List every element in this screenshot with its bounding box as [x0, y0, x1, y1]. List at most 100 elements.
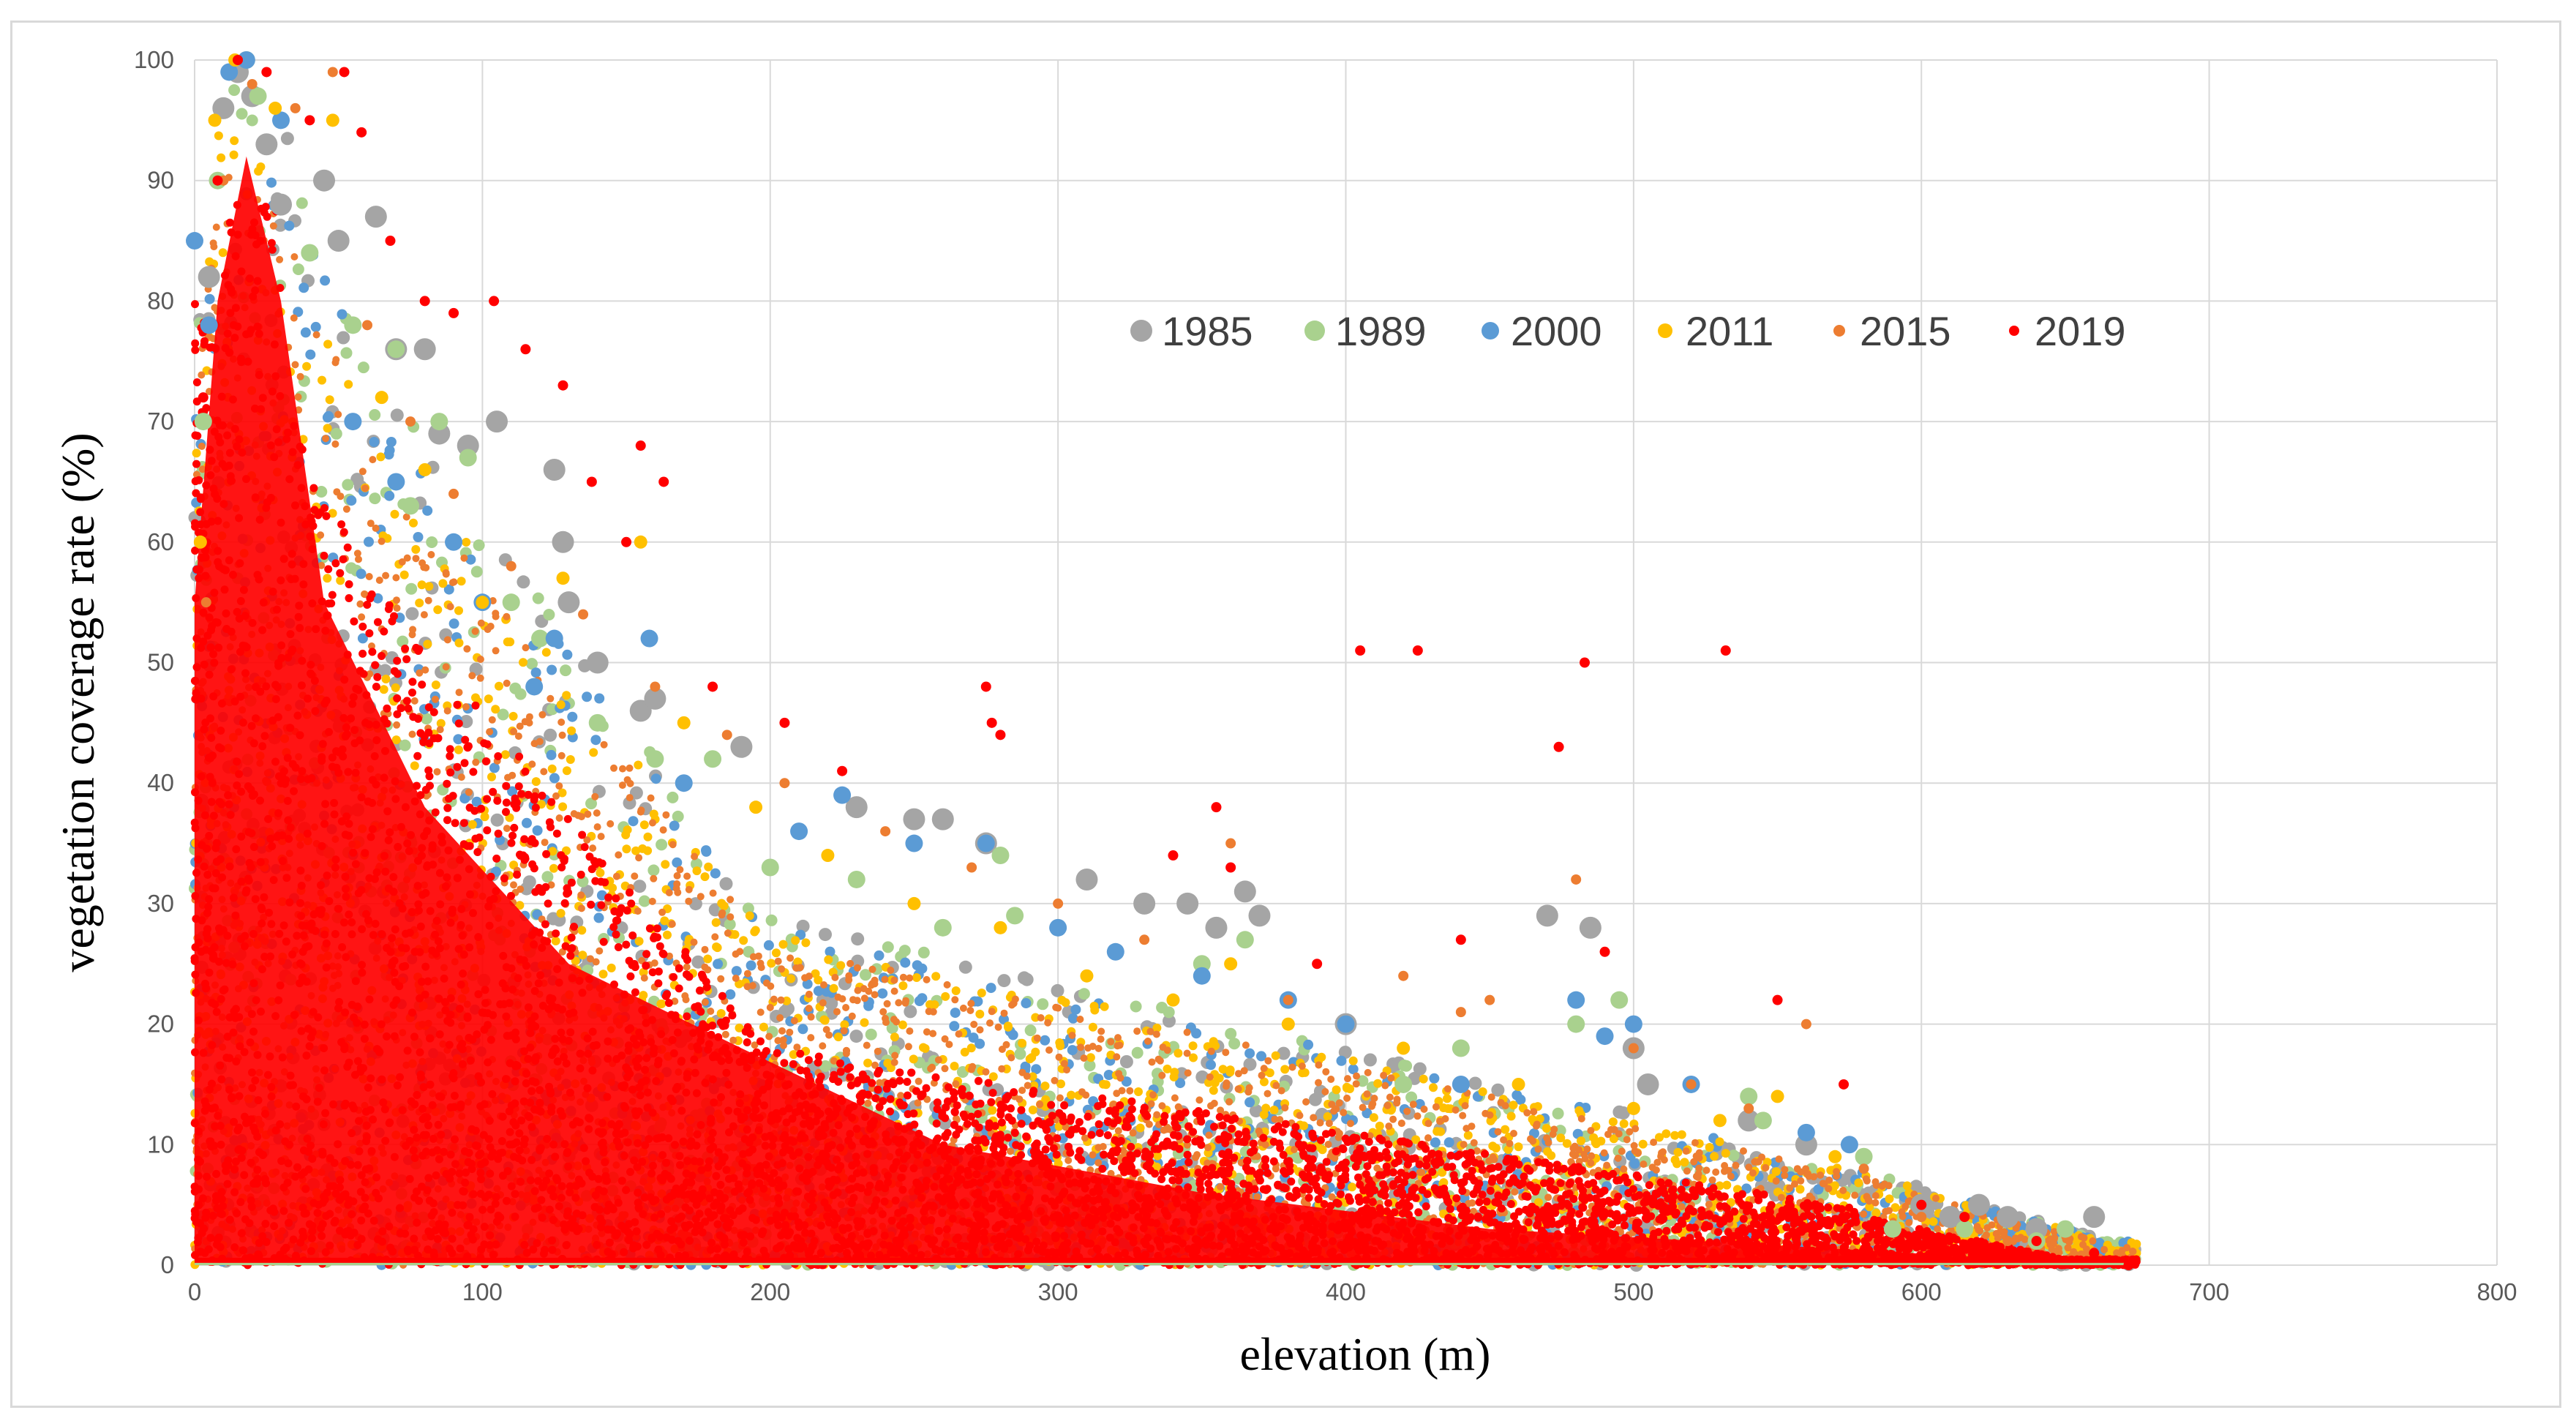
- data-point: [730, 735, 753, 758]
- data-point: [375, 391, 388, 405]
- data-point: [629, 700, 652, 722]
- data-point: [790, 822, 808, 841]
- data-point: [233, 55, 244, 65]
- data-point: [339, 67, 350, 78]
- data-point: [721, 730, 732, 741]
- data-point: [1281, 1017, 1295, 1031]
- data-point: [1225, 862, 1236, 873]
- data-point: [212, 175, 223, 186]
- data-point: [1312, 959, 1323, 970]
- data-point: [1626, 1101, 1640, 1115]
- data-point: [208, 113, 222, 127]
- legend-label: 1985: [1162, 308, 1253, 354]
- data-point: [761, 858, 779, 877]
- data-point: [459, 449, 477, 467]
- data-point: [980, 681, 991, 692]
- data-point: [1049, 918, 1067, 937]
- data-point: [1567, 1015, 1585, 1033]
- data-point: [186, 232, 203, 250]
- data-point: [821, 849, 835, 863]
- legend-item-2011: 2011: [1658, 308, 1773, 354]
- data-point: [1337, 1015, 1355, 1033]
- data-point: [1997, 1206, 2019, 1229]
- data-point: [1567, 991, 1585, 1009]
- data-point: [1637, 1073, 1659, 1095]
- data-point: [977, 834, 995, 852]
- data-point: [1233, 880, 1256, 903]
- data-point: [1394, 1075, 1413, 1093]
- data-point: [531, 629, 549, 648]
- data-point: [387, 473, 405, 491]
- data-point: [1283, 994, 1293, 1005]
- data-point: [1355, 645, 1366, 656]
- data-point: [198, 392, 209, 403]
- dense-red-region: [195, 156, 2129, 1265]
- data-point: [1452, 1039, 1470, 1057]
- data-point: [194, 413, 212, 431]
- data-point: [2089, 1248, 2100, 1259]
- data-point: [1580, 657, 1591, 668]
- data-point: [1553, 741, 1564, 752]
- data-point: [1770, 1090, 1784, 1103]
- data-point: [445, 533, 463, 551]
- data-point: [847, 870, 865, 888]
- data-point: [1455, 1007, 1466, 1018]
- data-point: [704, 750, 722, 768]
- y-tick-label: 0: [161, 1251, 174, 1278]
- data-point: [1053, 898, 1064, 909]
- data-point: [1916, 1212, 1927, 1223]
- data-point: [621, 536, 632, 547]
- data-point: [1797, 1123, 1815, 1141]
- data-point: [934, 918, 952, 937]
- data-point: [326, 113, 339, 127]
- data-point: [586, 651, 609, 674]
- data-point: [2056, 1220, 2074, 1238]
- data-point: [1455, 934, 1466, 945]
- data-point: [675, 774, 693, 792]
- data-point: [779, 778, 790, 789]
- legend-label: 2011: [1686, 308, 1773, 354]
- data-point: [966, 862, 977, 873]
- data-point: [644, 687, 666, 710]
- legend-marker: [1130, 320, 1152, 342]
- y-tick-label: 100: [134, 46, 174, 73]
- series-2015: [200, 67, 2013, 1247]
- data-point: [387, 340, 405, 359]
- data-point: [779, 717, 790, 728]
- data-point: [448, 488, 459, 499]
- legend-marker: [1658, 323, 1672, 338]
- data-point: [1106, 942, 1124, 961]
- data-point: [658, 476, 669, 487]
- data-point: [995, 730, 1006, 741]
- data-point: [385, 236, 396, 247]
- data-point: [1720, 645, 1731, 656]
- data-point: [903, 808, 925, 831]
- data-point: [270, 193, 293, 216]
- y-tick-label: 20: [147, 1011, 174, 1038]
- legend-item-2000: 2000: [1482, 308, 1602, 354]
- data-point: [476, 596, 489, 610]
- data-point: [1967, 1193, 1990, 1216]
- data-point: [1139, 934, 1150, 945]
- data-point: [418, 462, 432, 476]
- data-point: [1628, 1043, 1639, 1054]
- data-point: [986, 717, 997, 728]
- legend-item-1985: 1985: [1130, 308, 1253, 354]
- x-tick-label: 200: [750, 1278, 790, 1305]
- data-point: [586, 476, 597, 487]
- data-point: [313, 169, 336, 192]
- data-point: [200, 597, 211, 608]
- data-point: [1883, 1220, 1901, 1238]
- data-point: [1579, 916, 1601, 939]
- data-point: [413, 338, 436, 361]
- data-point: [1571, 874, 1582, 885]
- x-tick-label: 0: [188, 1278, 201, 1305]
- data-point: [1512, 1077, 1525, 1091]
- data-point: [344, 413, 362, 431]
- data-point: [1484, 994, 1495, 1005]
- data-point: [198, 266, 220, 288]
- series-2011: [193, 53, 1842, 1163]
- data-point: [635, 440, 646, 451]
- data-point: [261, 67, 272, 78]
